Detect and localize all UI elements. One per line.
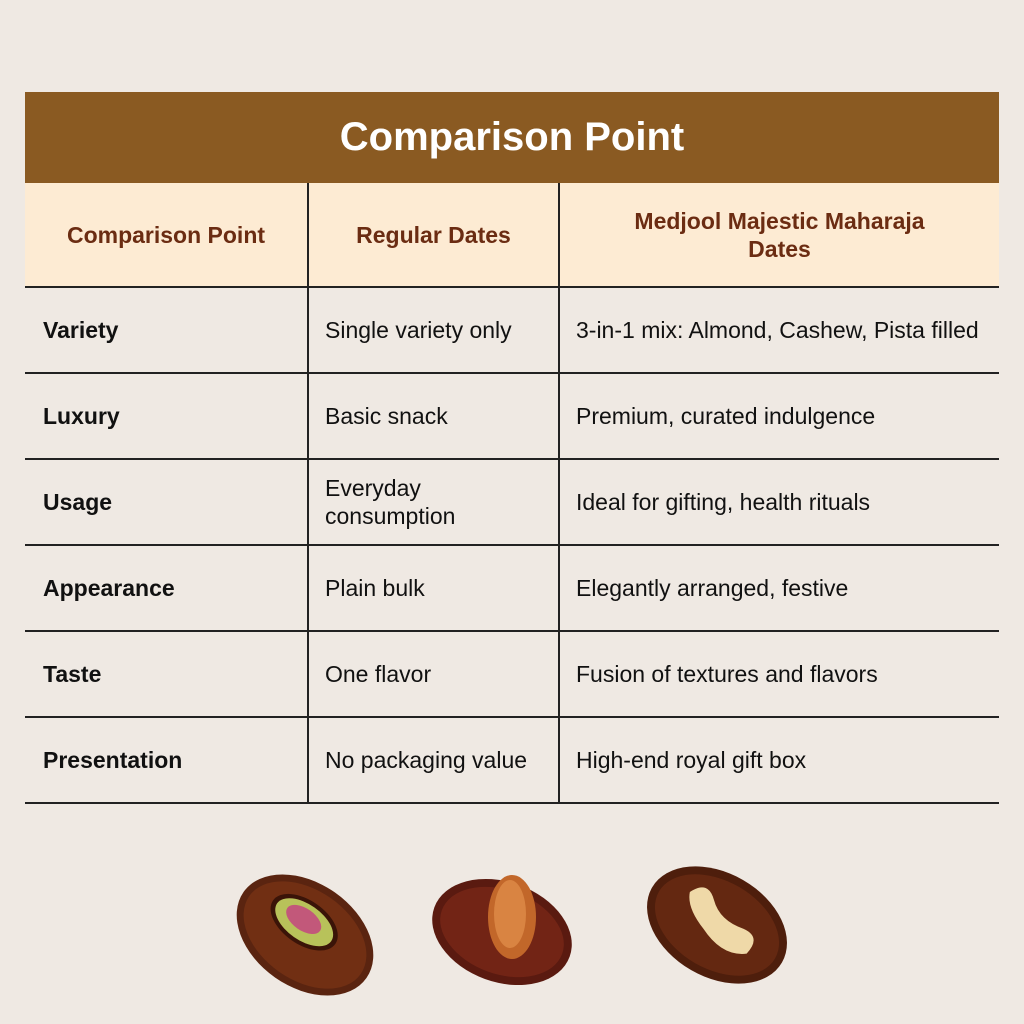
pistachio-date bbox=[236, 874, 374, 996]
row-label: Variety bbox=[25, 286, 309, 374]
table-cell: Plain bulk bbox=[307, 544, 560, 632]
table-cell: High-end royal gift box bbox=[558, 716, 999, 804]
table-cell: 3-in-1 mix: Almond, Cashew, Pista filled bbox=[558, 286, 999, 374]
row-label: Luxury bbox=[25, 372, 309, 460]
table-row: Presentation No packaging value High-end r… bbox=[25, 716, 999, 804]
dates-illustration bbox=[236, 866, 787, 996]
row-label: Usage bbox=[25, 458, 309, 546]
table-cell: Basic snack bbox=[307, 372, 560, 460]
table-row: Usage Everyday consumption Ideal for gifti… bbox=[25, 458, 999, 546]
table-body: Variety Single variety only 3-in-1 mix: Al… bbox=[25, 286, 999, 804]
header-cell: Regular Dates bbox=[307, 183, 560, 288]
cashew-date bbox=[647, 866, 787, 984]
table-row: Appearance Plain bulk Elegantly arranged, … bbox=[25, 544, 999, 632]
table-row: Taste One flavor Fusion of textures and fl… bbox=[25, 630, 999, 718]
almond-date bbox=[432, 875, 572, 986]
table-cell: Everyday consumption bbox=[307, 458, 560, 546]
table-cell: No packaging value bbox=[307, 716, 560, 804]
table-cell: Single variety only bbox=[307, 286, 560, 374]
table-cell: One flavor bbox=[307, 630, 560, 718]
table-cell: Elegantly arranged, festive bbox=[558, 544, 999, 632]
header-cell: Comparison Point bbox=[25, 183, 309, 288]
row-label: Appearance bbox=[25, 544, 309, 632]
table-row: Luxury Basic snack Premium, curated indulg… bbox=[25, 372, 999, 460]
row-label: Presentation bbox=[25, 716, 309, 804]
table-row: Variety Single variety only 3-in-1 mix: Al… bbox=[25, 286, 999, 374]
row-label: Taste bbox=[25, 630, 309, 718]
header-cell: Medjool Majestic Maharaja Dates bbox=[558, 183, 999, 288]
comparison-table: Comparison Point Regular Dates Medjool M… bbox=[25, 183, 999, 804]
table-cell: Fusion of textures and flavors bbox=[558, 630, 999, 718]
header-row: Comparison Point Regular Dates Medjool M… bbox=[25, 183, 999, 288]
table-title: Comparison Point bbox=[25, 92, 999, 183]
table-cell: Ideal for gifting, health rituals bbox=[558, 458, 999, 546]
table-cell: Premium, curated indulgence bbox=[558, 372, 999, 460]
